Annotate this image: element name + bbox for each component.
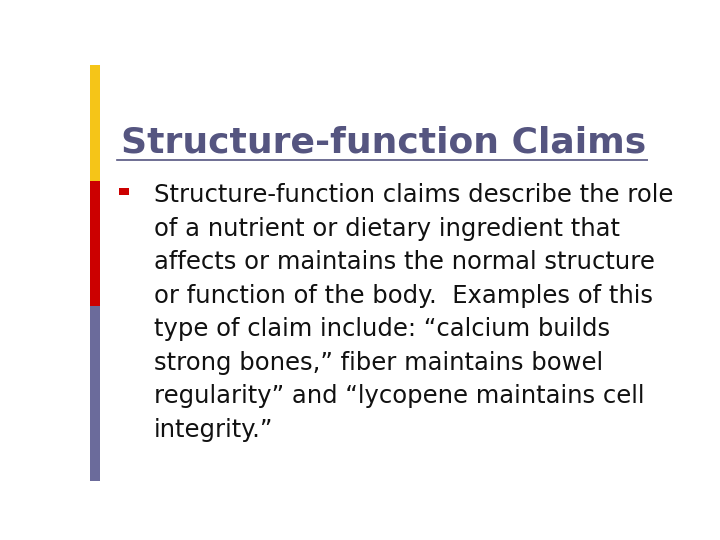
Bar: [90, 65, 100, 181]
Bar: [90, 306, 100, 481]
Bar: [90, 181, 100, 306]
Text: Structure-function Claims: Structure-function Claims: [121, 125, 646, 159]
Text: Structure-function claims describe the role
of a nutrient or dietary ingredient : Structure-function claims describe the r…: [154, 183, 673, 442]
Bar: [119, 188, 129, 195]
